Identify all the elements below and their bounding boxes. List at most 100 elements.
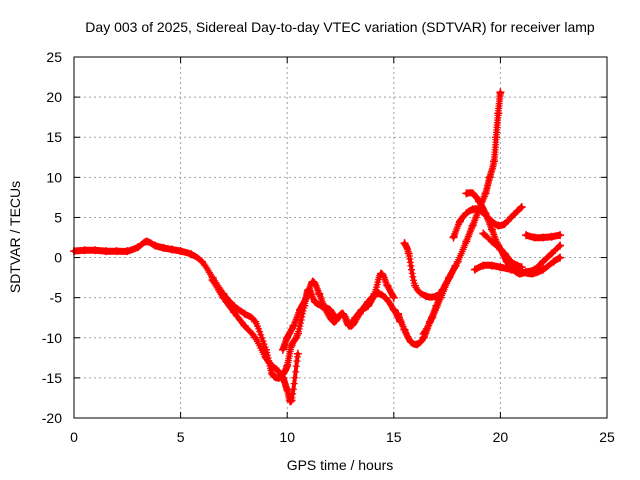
- data-point: [338, 309, 347, 318]
- data-point: [289, 321, 298, 330]
- data-point: [112, 247, 121, 256]
- data-point: [462, 209, 471, 218]
- data-point: [159, 243, 168, 252]
- y-tick-label: 5: [54, 209, 62, 225]
- y-tick-label: -20: [42, 410, 62, 426]
- data-point: [293, 349, 302, 358]
- data-point: [251, 317, 260, 326]
- data-point: [168, 245, 177, 254]
- data-point: [283, 333, 292, 342]
- data-point: [481, 189, 490, 198]
- data-point: [487, 225, 496, 234]
- data-point: [302, 293, 311, 302]
- y-tick-label: 20: [46, 89, 62, 105]
- data-point: [102, 247, 110, 256]
- data-point: [406, 337, 415, 346]
- data-point: [268, 361, 277, 370]
- data-point: [496, 263, 505, 272]
- data-point: [539, 233, 547, 242]
- data-point: [479, 261, 488, 270]
- data-point: [91, 246, 100, 255]
- data-point: [455, 217, 464, 226]
- data-point: [208, 276, 217, 284]
- x-tick-label: 10: [279, 429, 295, 445]
- x-tick-label: 0: [70, 429, 78, 445]
- x-tick-label: 20: [493, 429, 509, 445]
- data-point: [330, 317, 339, 326]
- data-point: [494, 221, 503, 230]
- data-point: [513, 207, 522, 215]
- data-point: [364, 297, 373, 306]
- data-point: [389, 293, 398, 302]
- data-point: [383, 281, 392, 290]
- x-axis-label: GPS time / hours: [287, 457, 394, 473]
- y-tick-label: -15: [42, 370, 62, 386]
- data-point: [530, 265, 539, 274]
- data-point: [547, 249, 556, 258]
- series-arc-rise: [400, 239, 447, 301]
- data-point: [219, 293, 228, 302]
- data-point: [522, 268, 530, 276]
- data-point: [197, 257, 206, 266]
- data-point: [274, 367, 283, 376]
- data-point: [490, 157, 498, 166]
- data-point: [453, 257, 462, 266]
- data-point: [428, 313, 437, 322]
- data-point: [372, 289, 381, 298]
- data-point: [496, 245, 505, 254]
- y-axis-label: SDTVAR / TECUs: [7, 181, 23, 293]
- x-tick-label: 25: [599, 429, 615, 445]
- y-tick-label: 0: [54, 250, 62, 266]
- data-point: [293, 329, 302, 338]
- data-point: [278, 345, 287, 354]
- data-point: [470, 265, 479, 274]
- data-point: [310, 297, 319, 306]
- y-tick-label: 10: [46, 169, 62, 185]
- x-tick-label: 15: [386, 429, 402, 445]
- data-point: [377, 269, 385, 278]
- plot-frame: [73, 56, 608, 419]
- data-point: [547, 232, 556, 241]
- data-point: [539, 265, 547, 274]
- data-point: [515, 269, 524, 278]
- data-point: [151, 241, 159, 250]
- data-point: [509, 265, 518, 274]
- data-point: [321, 305, 330, 314]
- data-point: [481, 209, 490, 218]
- data-point: [251, 333, 260, 342]
- data-point: [500, 219, 509, 228]
- data-point: [187, 250, 196, 259]
- data-point: [556, 241, 565, 250]
- data-point: [530, 233, 539, 242]
- series-arc-right-loop: [479, 229, 565, 278]
- data-point: [487, 261, 496, 270]
- data-point: [229, 308, 238, 317]
- data-point: [278, 373, 287, 382]
- series-arc-right-flat: [522, 231, 565, 242]
- data-point: [468, 221, 477, 230]
- data-point: [487, 237, 496, 246]
- data-point: [283, 361, 292, 370]
- data-point: [421, 292, 430, 301]
- x-tick-label: 5: [177, 429, 185, 445]
- series-arc-lower: [208, 276, 302, 406]
- data-point: [411, 281, 420, 290]
- data-point: [522, 231, 530, 240]
- data-point: [475, 197, 484, 206]
- data-point: [556, 253, 565, 262]
- data-point: [287, 396, 296, 405]
- data-point: [134, 243, 142, 252]
- data-point: [80, 246, 89, 255]
- data-point: [268, 369, 277, 378]
- data-point: [381, 293, 390, 302]
- data-point: [400, 325, 409, 334]
- data-point: [502, 257, 511, 266]
- data-point: [347, 321, 356, 330]
- data-point: [404, 249, 413, 258]
- data-point: [494, 109, 503, 118]
- data-point: [496, 88, 505, 97]
- data-point: [394, 309, 403, 318]
- data-point: [507, 213, 516, 222]
- data-point: [142, 237, 151, 246]
